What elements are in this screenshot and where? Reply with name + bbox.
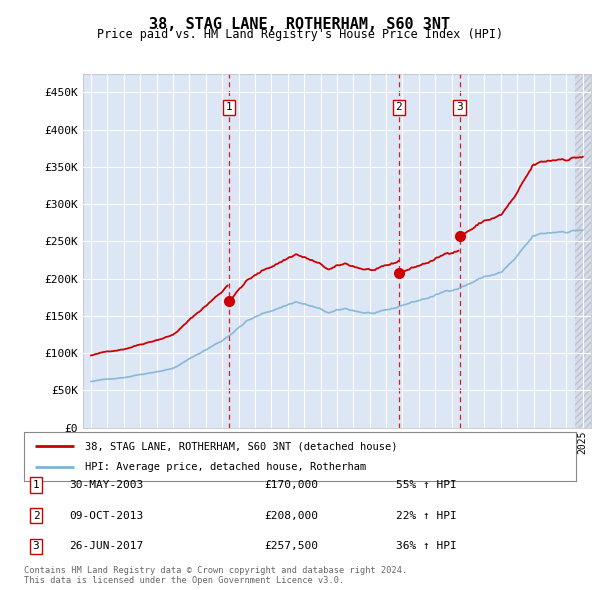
Bar bbox=[575, 74, 591, 428]
Text: 2: 2 bbox=[32, 511, 40, 520]
Text: 38, STAG LANE, ROTHERHAM, S60 3NT (detached house): 38, STAG LANE, ROTHERHAM, S60 3NT (detac… bbox=[85, 441, 397, 451]
Text: 3: 3 bbox=[456, 102, 463, 112]
Text: 55% ↑ HPI: 55% ↑ HPI bbox=[396, 480, 457, 490]
Text: 2: 2 bbox=[395, 102, 402, 112]
Text: 1: 1 bbox=[32, 480, 40, 490]
Text: 09-OCT-2013: 09-OCT-2013 bbox=[69, 511, 143, 520]
Text: £208,000: £208,000 bbox=[264, 511, 318, 520]
Text: 3: 3 bbox=[32, 542, 40, 551]
Text: 38, STAG LANE, ROTHERHAM, S60 3NT: 38, STAG LANE, ROTHERHAM, S60 3NT bbox=[149, 17, 451, 31]
Text: HPI: Average price, detached house, Rotherham: HPI: Average price, detached house, Roth… bbox=[85, 463, 366, 473]
Text: 30-MAY-2003: 30-MAY-2003 bbox=[69, 480, 143, 490]
Polygon shape bbox=[575, 74, 591, 428]
Text: £170,000: £170,000 bbox=[264, 480, 318, 490]
Text: Contains HM Land Registry data © Crown copyright and database right 2024.
This d: Contains HM Land Registry data © Crown c… bbox=[24, 566, 407, 585]
Text: 26-JUN-2017: 26-JUN-2017 bbox=[69, 542, 143, 551]
Text: 22% ↑ HPI: 22% ↑ HPI bbox=[396, 511, 457, 520]
Text: 36% ↑ HPI: 36% ↑ HPI bbox=[396, 542, 457, 551]
Text: 1: 1 bbox=[226, 102, 232, 112]
Text: £257,500: £257,500 bbox=[264, 542, 318, 551]
Text: Price paid vs. HM Land Registry's House Price Index (HPI): Price paid vs. HM Land Registry's House … bbox=[97, 28, 503, 41]
